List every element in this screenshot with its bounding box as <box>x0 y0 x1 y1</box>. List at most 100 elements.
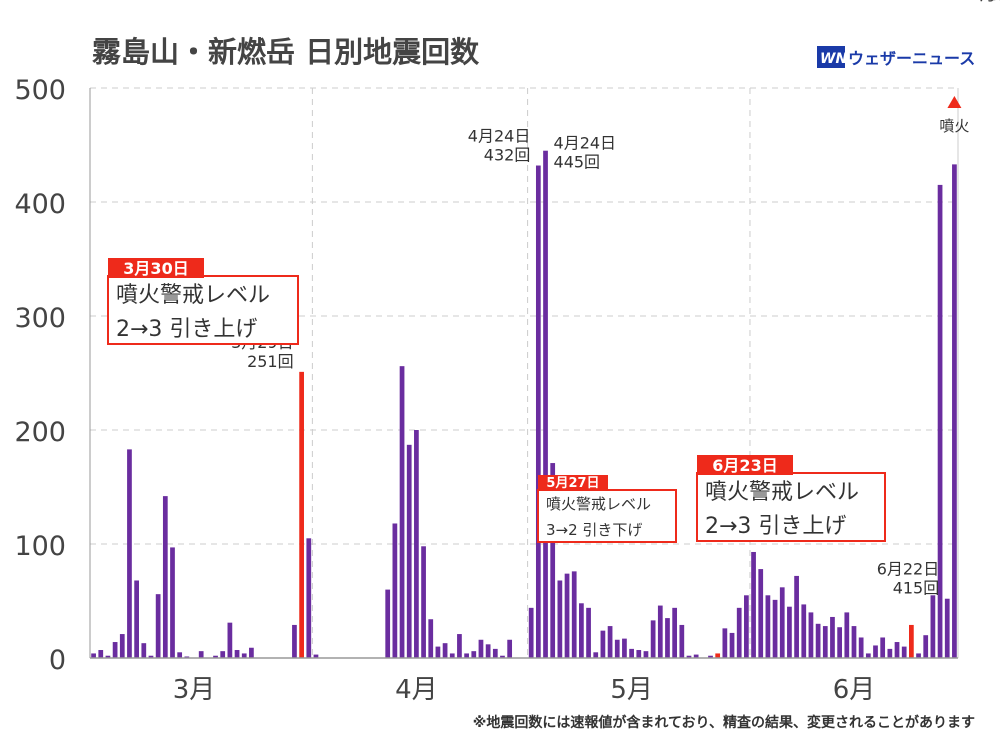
annotation-label: 432回 <box>484 146 531 165</box>
bar <box>241 653 247 658</box>
bar <box>708 655 713 658</box>
alert-text: 噴火警戒レベル <box>705 480 859 505</box>
bar <box>170 547 175 658</box>
x-tick-label: 3月 <box>173 675 216 705</box>
annotation-label: 12時現在 <box>970 0 1000 4</box>
bar <box>464 653 469 658</box>
alert-box-frame <box>537 489 677 543</box>
bar <box>500 655 505 658</box>
bar <box>550 463 556 658</box>
bar <box>665 618 670 658</box>
bar <box>657 605 663 658</box>
bar <box>571 571 577 658</box>
alert-box-frame <box>696 472 886 542</box>
y-tick-label: 200 <box>14 417 66 448</box>
bar <box>722 628 728 658</box>
bar <box>579 603 584 658</box>
bar <box>127 449 132 658</box>
bar <box>880 637 886 658</box>
annotations: 3月29日251回4月24日432回4月24日445回6月22日415回6月24… <box>231 0 1000 598</box>
bar <box>794 575 799 658</box>
bar <box>428 619 434 658</box>
axes: 0 100 200 300 400 500 3月 4月 5月 6月 <box>14 75 959 705</box>
bar <box>744 595 749 658</box>
bar <box>478 639 484 658</box>
bar <box>650 620 656 658</box>
bar <box>751 551 756 658</box>
bar <box>851 626 857 658</box>
bar <box>543 150 548 658</box>
bar <box>758 569 764 658</box>
annotation-label: 251回 <box>247 352 294 371</box>
bar <box>535 165 541 658</box>
bar <box>643 651 649 658</box>
alert-date: 6月23日 <box>712 456 777 475</box>
bar <box>909 624 914 658</box>
bar <box>492 648 498 658</box>
bar <box>507 639 513 658</box>
gridlines <box>90 87 958 658</box>
bar <box>119 634 125 658</box>
chart-title: 霧島山・新燃岳 日別地震回数 <box>92 35 480 69</box>
bar <box>815 623 821 658</box>
bar <box>772 599 778 658</box>
eruption-label: 噴火 <box>939 117 969 135</box>
bar <box>449 653 455 658</box>
bar <box>421 546 426 658</box>
annotation-label: 445回 <box>554 153 601 172</box>
bar <box>586 607 591 658</box>
annotation-label: 4月24日 <box>554 134 617 153</box>
brand-logo-mark <box>817 46 845 68</box>
bar <box>729 632 735 658</box>
x-tick-label: 4月 <box>395 675 438 705</box>
bar <box>693 654 699 658</box>
bar <box>234 650 240 658</box>
bar <box>887 648 893 658</box>
bar <box>822 626 828 658</box>
y-tick-label: 500 <box>14 75 66 106</box>
bar <box>894 642 900 658</box>
bar <box>629 648 634 658</box>
bar <box>98 650 104 658</box>
bar <box>837 627 843 658</box>
y-tick-label: 0 <box>49 645 66 676</box>
bar <box>622 638 627 658</box>
bar <box>937 184 943 658</box>
bar <box>292 624 297 658</box>
x-tick-label: 5月 <box>610 675 653 705</box>
bar <box>220 651 226 658</box>
bar <box>844 612 850 658</box>
annotation-label: 6月24日 <box>970 0 1000 4</box>
y-tick-label: 400 <box>14 189 66 220</box>
bar <box>930 595 936 658</box>
annotation-label: 415回 <box>893 579 940 598</box>
bar <box>901 646 907 658</box>
bar <box>600 630 606 658</box>
alert-date: 5月27日 <box>546 476 599 491</box>
alert-text: 3→2 引き下げ <box>546 521 642 539</box>
bar <box>952 164 957 658</box>
bar <box>557 580 563 658</box>
bar <box>736 607 742 658</box>
bar <box>607 626 613 658</box>
bar <box>313 654 319 658</box>
alert-text: 噴火警戒レベル <box>116 283 270 308</box>
alert-date-badge <box>697 455 793 475</box>
bar <box>787 606 792 658</box>
bar <box>227 622 233 658</box>
bar <box>801 604 807 658</box>
y-tick-label: 100 <box>14 531 66 562</box>
eruption-triangle-icon <box>947 96 962 108</box>
brand-logo: WN ウェザーニュース <box>817 46 975 68</box>
bar <box>923 635 929 658</box>
bar <box>686 655 692 658</box>
bar <box>779 587 785 658</box>
bar <box>442 643 448 658</box>
bar <box>593 652 599 658</box>
